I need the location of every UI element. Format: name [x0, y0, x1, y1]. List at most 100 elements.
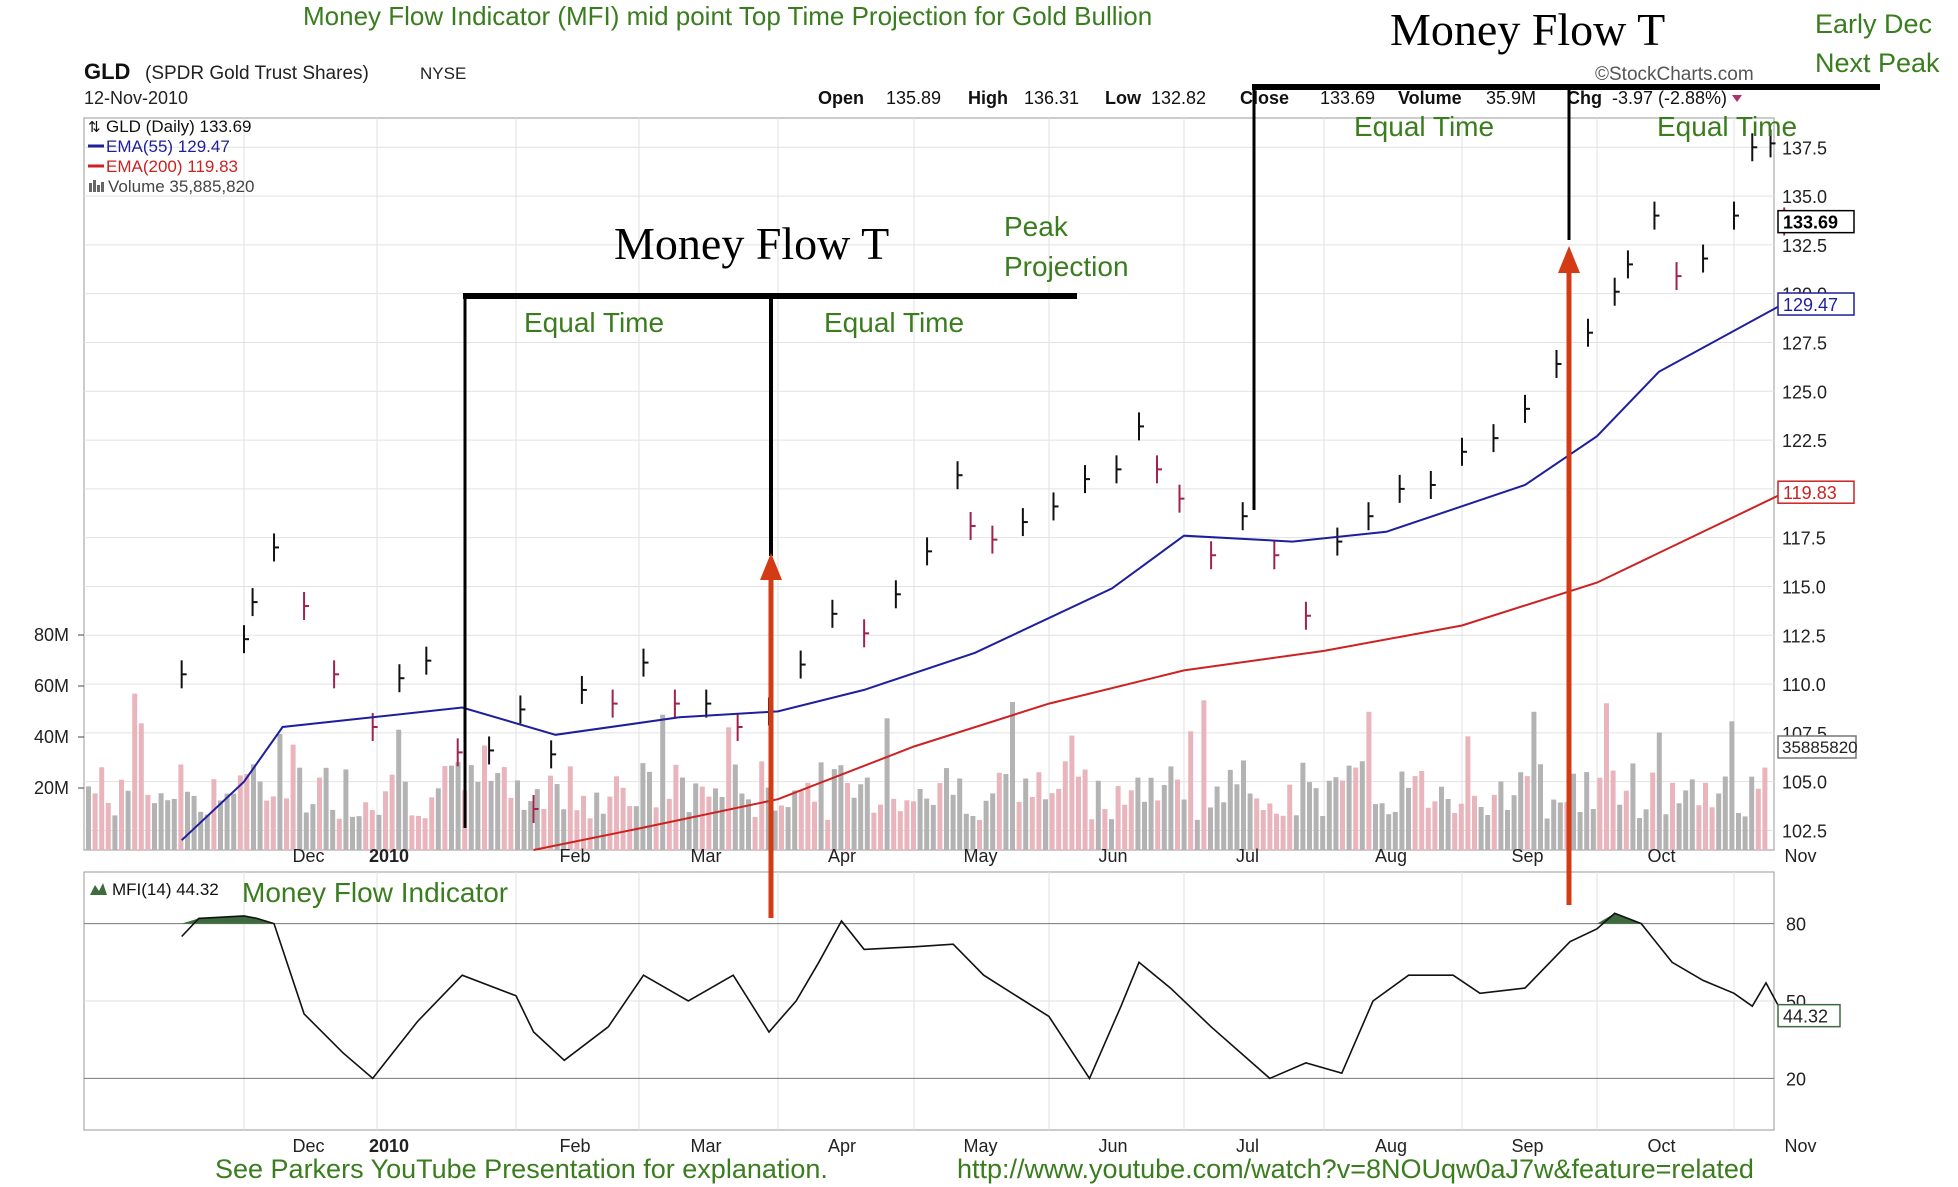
- volume-bar: [653, 807, 659, 850]
- price-tick-label: 135.0: [1782, 187, 1827, 207]
- volume-bar: [1485, 815, 1491, 850]
- chg-down-icon: [1732, 95, 1742, 102]
- volume-bar: [1650, 772, 1656, 850]
- x-tick-label: Dec: [293, 846, 325, 866]
- volume-bar: [1293, 815, 1299, 850]
- volume-bar: [402, 781, 408, 850]
- volume-bar: [944, 768, 949, 850]
- volume-bar: [1016, 801, 1022, 850]
- volume-bar: [1260, 810, 1266, 850]
- volume-bar: [1115, 786, 1121, 850]
- volume-bar: [105, 802, 111, 850]
- volume-bar: [924, 798, 930, 850]
- arrow-1-head: [760, 553, 782, 580]
- volume-bar: [792, 790, 798, 850]
- low-value: 132.82: [1151, 88, 1206, 108]
- volume-bar: [1373, 804, 1378, 850]
- volume-bar: [1524, 776, 1530, 850]
- volume-bar: [528, 801, 534, 850]
- volume-bar: [297, 767, 303, 850]
- chart-date: 12-Nov-2010: [84, 88, 188, 108]
- volume-bar: [86, 786, 91, 850]
- legend-price-icon: ⇅: [88, 119, 101, 136]
- volume-bar: [409, 815, 415, 850]
- volume-bar: [660, 714, 666, 850]
- open-value: 135.89: [886, 88, 941, 108]
- annotation-early-dec-2: Next Peak: [1815, 48, 1940, 78]
- volume-bar: [1194, 819, 1200, 850]
- volume-bar: [1689, 779, 1695, 850]
- x-tick-label: 2010: [369, 846, 409, 866]
- volume-bar: [1604, 703, 1609, 850]
- x-tick-label: Mar: [691, 1136, 722, 1156]
- volume-bar: [1458, 803, 1464, 850]
- volume-bar: [891, 798, 897, 850]
- footer-url[interactable]: http://www.youtube.com/watch?v=8NOUqw0aJ…: [957, 1154, 1754, 1184]
- ema55-last-tag-text: 129.47: [1783, 295, 1838, 315]
- annotation-equal-time-3: Equal Time: [1354, 111, 1494, 142]
- footer-text: See Parkers YouTube Presentation for exp…: [215, 1154, 828, 1184]
- volume-bar: [1716, 793, 1722, 850]
- volume-bar: [963, 813, 969, 850]
- volume-bar: [363, 802, 369, 850]
- volume-bar: [1188, 731, 1194, 850]
- volume-bar: [330, 809, 336, 850]
- price-tick-label: 102.5: [1782, 821, 1827, 841]
- legend-ema200: EMA(200) 119.83: [106, 157, 238, 176]
- volume-bar: [1386, 814, 1392, 850]
- volume-bar: [389, 774, 395, 850]
- annotation-early-dec-1: Early Dec: [1815, 9, 1932, 39]
- volume-bar: [1089, 819, 1095, 850]
- volume-bar: [600, 813, 606, 850]
- ema55-last-tag: [1777, 292, 1855, 316]
- volume-bar: [548, 775, 553, 850]
- annotation-peak-2: Projection: [1004, 251, 1129, 282]
- volume-bar: [468, 765, 474, 850]
- volume-bar: [1102, 809, 1108, 850]
- annotation-money-flow-1: Money Flow T: [614, 218, 889, 269]
- volume-bar: [435, 788, 441, 850]
- volume-bar: [257, 781, 263, 850]
- volume-bar: [1135, 777, 1141, 850]
- volume-bar: [594, 792, 600, 850]
- volume-bar: [1036, 772, 1042, 850]
- volume-bar: [251, 764, 256, 850]
- volume-bar: [1439, 786, 1444, 850]
- volume-last-tag-text: 35885820: [1782, 738, 1858, 757]
- volume-bar: [1267, 803, 1273, 850]
- high-label: High: [968, 88, 1008, 108]
- x-tick-label: Apr: [828, 846, 856, 866]
- volume-bar: [699, 786, 705, 850]
- volume-tick-label: 20M: [34, 778, 69, 798]
- legend-volume-icon: [89, 180, 104, 192]
- x-tick-label: Sep: [1512, 1136, 1544, 1156]
- volume-tick-label: 80M: [34, 625, 69, 645]
- price-tick-label: 112.5: [1782, 626, 1826, 646]
- volume-bar: [587, 818, 593, 850]
- volume-bar: [759, 761, 765, 850]
- exchange: NYSE: [420, 64, 466, 83]
- volume-bar: [1227, 769, 1233, 850]
- volume-bar: [1049, 793, 1055, 850]
- close-value: 133.69: [1320, 88, 1375, 108]
- volume-bar: [1577, 811, 1583, 850]
- open-label: Open: [818, 88, 864, 108]
- volume-bar: [1366, 711, 1372, 850]
- volume-bar: [310, 804, 316, 850]
- volume-bar: [680, 777, 685, 850]
- volume-bar: [92, 793, 98, 850]
- volume-bar: [884, 718, 890, 850]
- volume-bar: [191, 795, 197, 850]
- volume-bar: [1142, 801, 1147, 850]
- legend-mfi-icon: [90, 883, 107, 895]
- volume-bar: [416, 815, 421, 850]
- mfi-overbought-fill: [1597, 913, 1642, 924]
- volume-bar: [198, 811, 204, 850]
- volume-tick-label: 40M: [34, 727, 69, 747]
- price-last-tag-text: 133.69: [1783, 213, 1838, 233]
- volume-bar: [1511, 795, 1517, 850]
- volume-bar: [1241, 760, 1246, 850]
- price-tick-label: 117.5: [1782, 529, 1826, 549]
- price-tick-label: 127.5: [1782, 333, 1827, 353]
